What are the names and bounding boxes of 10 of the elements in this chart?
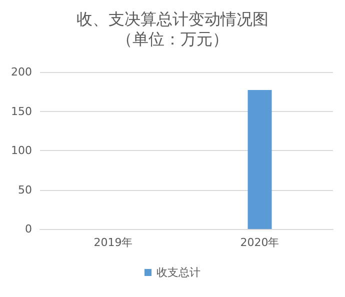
chart-subtitle: （单位：万元） xyxy=(116,30,228,48)
y-tick-label: 200 xyxy=(11,66,32,78)
chart-title: 收、支决算总计变动情况图 xyxy=(76,10,268,28)
legend-label: 收支总计 xyxy=(156,266,200,279)
y-tick-label: 0 xyxy=(25,222,32,236)
y-tick-label: 50 xyxy=(18,183,32,196)
x-tick-label: 2019年 xyxy=(94,236,133,249)
x-tick-label: 2020年 xyxy=(240,236,280,249)
y-tick-label: 150 xyxy=(11,104,32,118)
y-tick-label: 100 xyxy=(11,144,32,157)
